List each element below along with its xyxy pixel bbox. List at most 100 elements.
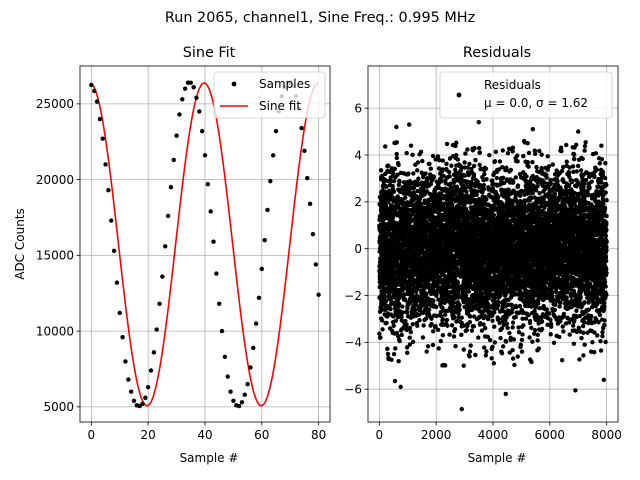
residual-point [471, 163, 477, 169]
residual-point [471, 324, 477, 329]
residual-point [465, 147, 470, 152]
residual-point [388, 306, 393, 312]
sample-point [145, 384, 151, 390]
residual-point [420, 158, 425, 164]
residual-point [407, 325, 413, 331]
sample-point [245, 381, 250, 387]
residual-point [451, 300, 456, 305]
residual-point [489, 356, 494, 361]
sine-fit-line [90, 82, 319, 407]
residual-point [499, 350, 505, 356]
sample-point [307, 201, 313, 207]
residual-point [393, 308, 398, 313]
residual-point [490, 344, 495, 350]
sine-fit-ytick-label: 25000 [36, 97, 74, 111]
sample-point [256, 295, 262, 300]
residual-point [471, 172, 477, 177]
residual-point [494, 175, 500, 181]
residual-point [395, 333, 401, 339]
sample-point [268, 178, 273, 184]
residual-point [410, 322, 415, 327]
sample-point [168, 184, 174, 190]
residual-point [418, 149, 424, 155]
sample-point [143, 395, 148, 400]
residual-point [403, 318, 408, 324]
residual-point [439, 178, 444, 184]
residual-point [459, 315, 464, 320]
residuals-data [377, 120, 609, 412]
residual-point [438, 194, 443, 200]
residual-point [510, 356, 516, 361]
residual-point [426, 307, 432, 312]
sample-point [111, 248, 117, 254]
residual-point [482, 345, 487, 350]
residual-point [431, 298, 436, 304]
residual-point [492, 340, 498, 345]
residual-point [416, 176, 421, 181]
sample-point [92, 88, 97, 94]
residual-point [467, 161, 472, 167]
sine-fit-ytick-label: 20000 [36, 173, 74, 187]
residual-point [384, 184, 389, 190]
sample-point [182, 86, 188, 91]
sample-point [208, 209, 213, 214]
residual-point [513, 314, 518, 320]
residual-point [406, 171, 411, 176]
residual-point [497, 159, 503, 164]
residual-point [423, 316, 429, 321]
residual-point [511, 180, 516, 185]
residual-point [408, 143, 414, 148]
residual-point [391, 351, 397, 357]
legend-samples-marker [231, 81, 237, 87]
sample-point [154, 327, 159, 332]
residual-point [444, 161, 449, 166]
residual-point [428, 166, 433, 171]
residual-point [391, 323, 396, 329]
legend-samples-label: Samples [259, 77, 310, 91]
sample-point [302, 148, 307, 154]
sample-point [163, 244, 168, 249]
residual-point [385, 163, 391, 168]
residual-point [455, 280, 460, 285]
residual-point [378, 168, 384, 173]
residual-point [404, 310, 410, 315]
residual-point [433, 157, 438, 162]
residual-point [436, 346, 441, 351]
residual-point [404, 150, 409, 156]
residual-point [505, 325, 510, 331]
residual-point [453, 344, 458, 349]
sample-point [219, 328, 225, 334]
residual-point [483, 353, 489, 358]
residual-point [462, 160, 467, 165]
residual-point [404, 345, 410, 350]
residual-point [476, 335, 481, 340]
residual-point [452, 327, 458, 332]
residual-point [457, 302, 462, 308]
sample-point [140, 401, 145, 407]
residual-point [447, 174, 452, 179]
sample-point [251, 345, 256, 350]
residual-point [424, 291, 429, 297]
residual-point [417, 196, 423, 201]
sine-fit-xtick-label: 80 [311, 428, 326, 442]
sample-point [180, 97, 185, 102]
sample-point [194, 95, 199, 101]
residual-point [468, 200, 473, 205]
residual-point [435, 327, 441, 333]
sample-point [191, 85, 196, 90]
residual-point [493, 149, 498, 155]
sine-fit-xtick-label: 20 [141, 428, 156, 442]
residual-point [414, 168, 420, 173]
residual-point [449, 163, 454, 168]
sample-point [242, 392, 247, 397]
residual-point [412, 308, 418, 313]
residual-point [441, 173, 446, 179]
sample-point [106, 188, 111, 193]
residual-point [394, 155, 400, 161]
residual-point [383, 144, 388, 149]
residual-point [484, 197, 489, 202]
residual-point [418, 201, 423, 207]
residual-point [420, 335, 426, 340]
residual-point [450, 202, 455, 207]
